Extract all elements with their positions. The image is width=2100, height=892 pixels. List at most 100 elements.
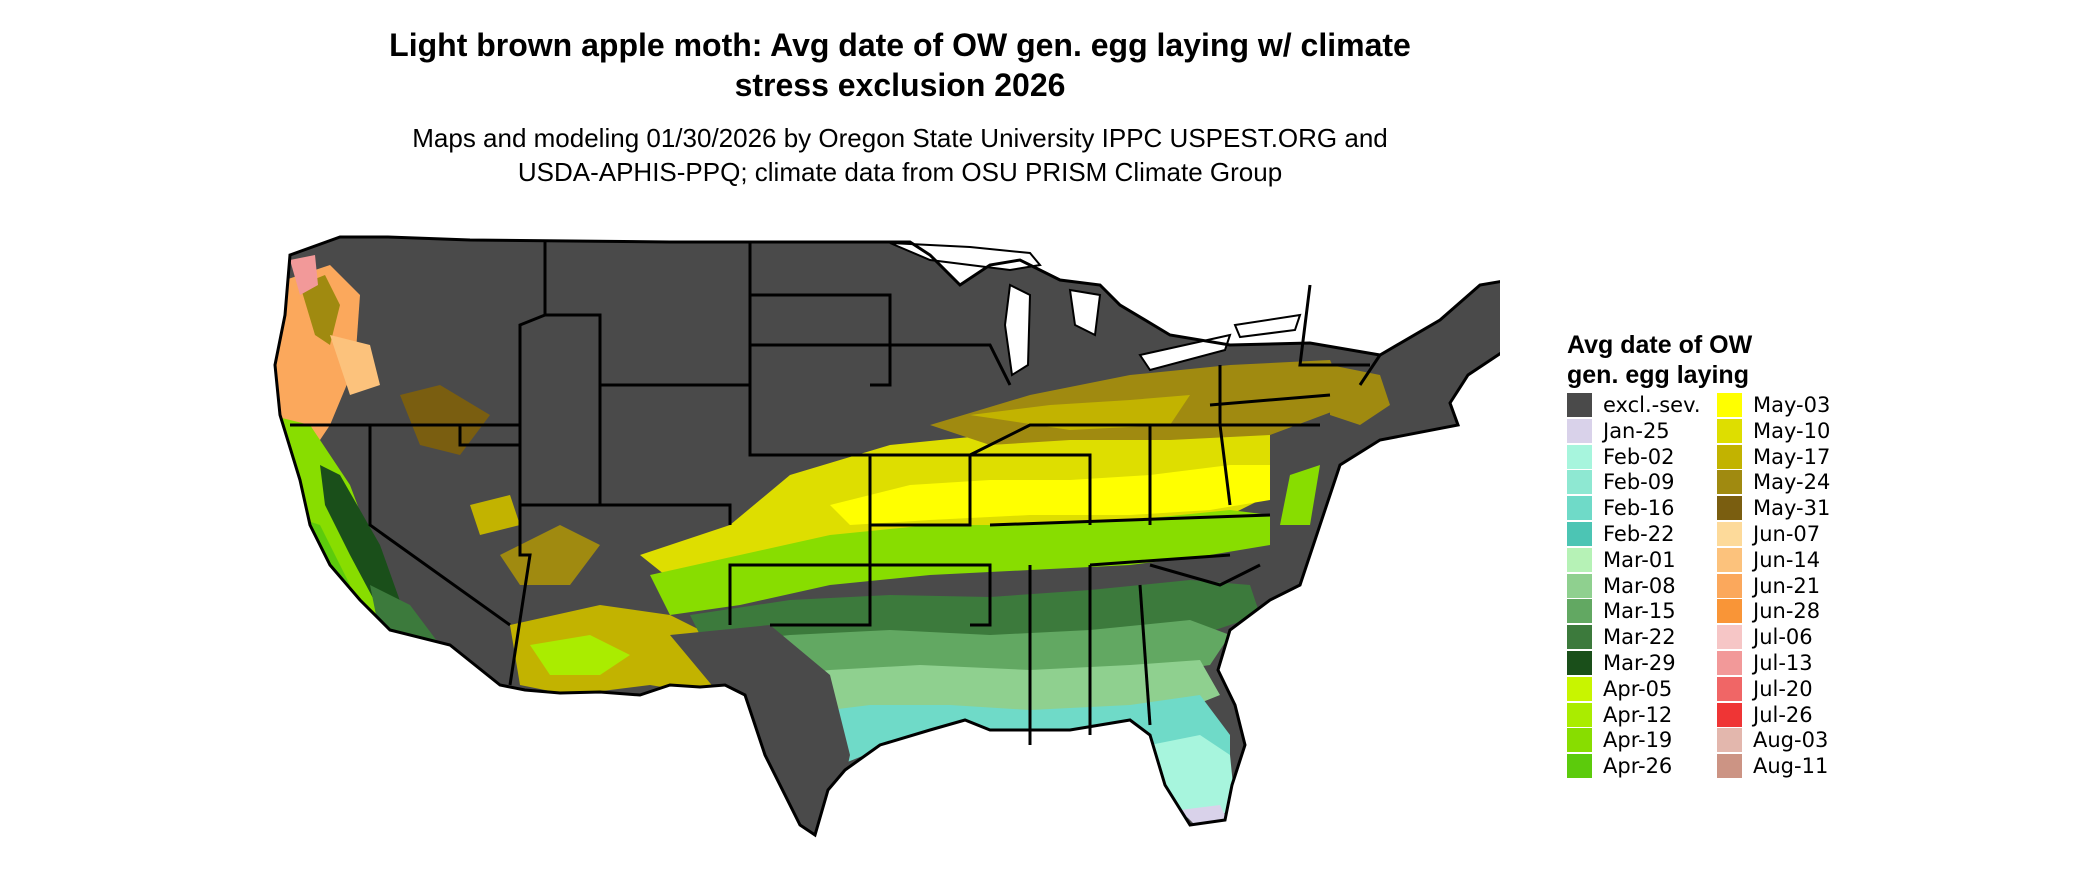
legend-swatch	[1567, 444, 1592, 469]
legend-label: Jun-28	[1753, 599, 1821, 624]
legend-item: Feb-02	[1567, 444, 1707, 470]
legend-swatch	[1717, 702, 1742, 727]
legend-label: Apr-19	[1603, 728, 1673, 753]
legend-label: Jun-07	[1753, 521, 1821, 546]
legend-swatch	[1567, 573, 1592, 598]
us-map	[273, 235, 1500, 837]
legend-item: Feb-09	[1567, 469, 1707, 495]
legend-label: Mar-15	[1603, 599, 1676, 624]
legend-item: Jan-25	[1567, 418, 1707, 444]
legend-swatch	[1717, 573, 1742, 598]
legend-item: Apr-26	[1567, 753, 1707, 779]
legend-label: Apr-12	[1603, 702, 1673, 727]
legend-label: Jul-13	[1753, 650, 1813, 675]
legend-swatch	[1567, 676, 1592, 701]
legend-swatch	[1717, 754, 1742, 779]
legend-item: Feb-22	[1567, 521, 1707, 547]
legend-swatch	[1717, 650, 1742, 675]
legend-label: Mar-22	[1603, 625, 1676, 650]
legend-swatch	[1567, 650, 1592, 675]
legend-swatch	[1567, 521, 1592, 546]
legend-swatch	[1567, 754, 1592, 779]
map-title-line1: Light brown apple moth: Avg date of OW g…	[389, 27, 1411, 63]
legend-label: Apr-26	[1603, 754, 1673, 779]
map-subtitle-line1: Maps and modeling 01/30/2026 by Oregon S…	[412, 123, 1388, 153]
legend-swatch	[1717, 625, 1742, 650]
legend-title-line2: gen. egg laying	[1567, 361, 1749, 389]
legend-swatch	[1717, 547, 1742, 572]
legend-label: Feb-22	[1603, 521, 1675, 546]
legend-swatch	[1717, 470, 1742, 495]
legend-item: Jun-21	[1717, 573, 1857, 599]
legend-label: May-24	[1753, 470, 1831, 495]
legend-label: Jun-14	[1753, 547, 1821, 572]
legend-label: Feb-16	[1603, 496, 1675, 521]
legend-swatch	[1717, 418, 1742, 443]
legend-label: May-17	[1753, 444, 1831, 469]
legend-item: Mar-29	[1567, 650, 1707, 676]
legend-item: Jul-26	[1717, 702, 1857, 728]
legend-item: Feb-16	[1567, 495, 1707, 521]
legend-item: Aug-11	[1717, 753, 1857, 779]
legend-item: Apr-12	[1567, 702, 1707, 728]
legend-item: Mar-08	[1567, 573, 1707, 599]
legend-swatch	[1717, 676, 1742, 701]
legend-item: May-17	[1717, 444, 1857, 470]
legend-item: Jul-06	[1717, 624, 1857, 650]
legend-swatch	[1567, 418, 1592, 443]
legend-swatch	[1567, 702, 1592, 727]
legend-title-line1: Avg date of OW	[1567, 331, 1753, 359]
legend-item: Jun-28	[1717, 598, 1857, 624]
legend-swatch	[1567, 470, 1592, 495]
legend-item: Jul-13	[1717, 650, 1857, 676]
legend-label: Feb-02	[1603, 444, 1675, 469]
legend-item: May-10	[1717, 418, 1857, 444]
legend-label: excl.-sev.	[1603, 393, 1701, 417]
legend-label: Feb-09	[1603, 470, 1675, 495]
legend-label: Mar-29	[1603, 650, 1676, 675]
legend-swatch	[1717, 728, 1742, 753]
legend-label: May-10	[1753, 418, 1831, 443]
legend-item: Mar-01	[1567, 547, 1707, 573]
legend-swatch	[1567, 728, 1592, 753]
legend-item: excl.-sev.	[1567, 392, 1707, 418]
legend-label: May-31	[1753, 496, 1831, 521]
legend-item: Mar-15	[1567, 598, 1707, 624]
legend-label: Jul-26	[1753, 702, 1813, 727]
legend: Avg date of OW gen. egg laying excl.-sev…	[1567, 330, 1830, 779]
legend-item: Jul-20	[1717, 676, 1857, 702]
legend-swatch	[1567, 547, 1592, 572]
legend-label: Aug-11	[1753, 754, 1829, 779]
legend-column-2: May-03 May-10 May-17 May-24 May-31 Jun-07 Jun-…	[1717, 392, 1857, 779]
legend-label: Jan-25	[1603, 418, 1670, 443]
legend-item: Mar-22	[1567, 624, 1707, 650]
legend-item: Apr-19	[1567, 727, 1707, 753]
legend-label: Jun-21	[1753, 573, 1821, 598]
legend-item: Apr-05	[1567, 676, 1707, 702]
map-title-line2: stress exclusion 2026	[734, 67, 1066, 103]
map-subtitle-line2: USDA-APHIS-PPQ; climate data from OSU PR…	[517, 157, 1283, 187]
legend-swatch	[1567, 393, 1592, 417]
legend-swatch	[1717, 393, 1742, 417]
legend-item: Jun-07	[1717, 521, 1857, 547]
legend-swatch	[1717, 521, 1742, 546]
legend-label: May-03	[1753, 393, 1831, 417]
legend-label: Jul-20	[1753, 676, 1813, 701]
legend-swatch	[1567, 496, 1592, 521]
legend-column-1: excl.-sev. Jan-25 Feb-02 Feb-09 Feb-16 Feb-22…	[1567, 392, 1707, 779]
legend-item: May-03	[1717, 392, 1857, 418]
legend-swatch	[1567, 599, 1592, 624]
legend-swatch	[1717, 496, 1742, 521]
legend-label: Mar-08	[1603, 573, 1676, 598]
legend-label: Mar-01	[1603, 547, 1676, 572]
legend-label: Apr-05	[1603, 676, 1673, 701]
legend-swatch	[1717, 444, 1742, 469]
legend-item: Aug-03	[1717, 727, 1857, 753]
legend-swatch	[1717, 599, 1742, 624]
legend-item: May-31	[1717, 495, 1857, 521]
legend-item: May-24	[1717, 469, 1857, 495]
legend-label: Aug-03	[1753, 728, 1829, 753]
legend-swatch	[1567, 625, 1592, 650]
legend-label: Jul-06	[1753, 625, 1813, 650]
legend-item: Jun-14	[1717, 547, 1857, 573]
